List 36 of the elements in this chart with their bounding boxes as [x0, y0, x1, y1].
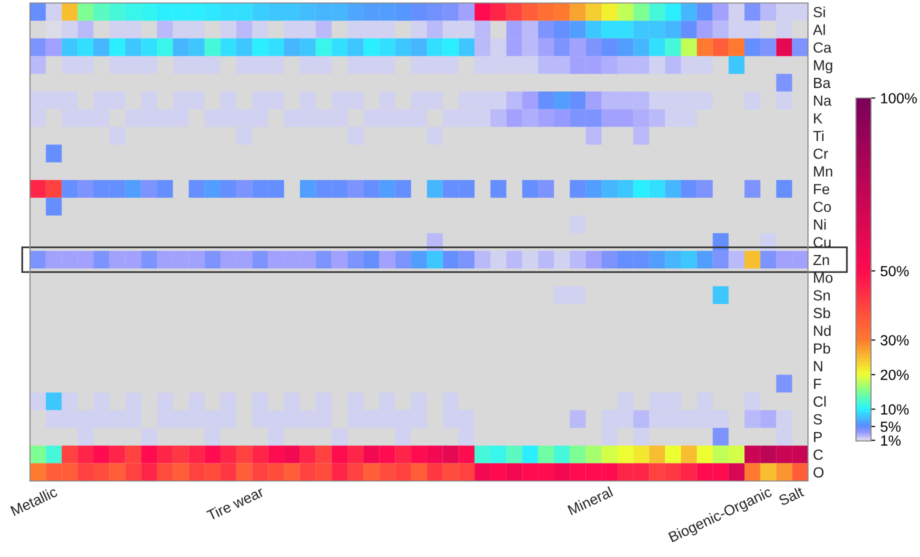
color-bar-label: 5% — [880, 422, 901, 432]
y-tick-label: F — [814, 378, 822, 389]
y-tick-label: Mo — [814, 272, 833, 283]
y-tick-label: Pb — [814, 342, 830, 354]
y-tick-label: N — [814, 361, 822, 372]
y-tick-label: Sn — [814, 290, 830, 301]
color-bar-label: 20% — [880, 370, 909, 380]
y-tick-label: O — [814, 467, 824, 478]
y-tick-label: K — [814, 113, 822, 124]
y-tick-label: Ca — [814, 42, 832, 53]
y-tick-label: Fe — [814, 184, 830, 194]
y-tick-label: Cu — [814, 237, 831, 248]
y-tick-label: Sb — [814, 308, 830, 318]
y-tick-label: Zn — [813, 254, 829, 265]
y-tick-label: Si — [814, 6, 825, 18]
color-bar-label: 30% — [880, 335, 909, 346]
y-tick-label: S — [814, 414, 822, 424]
x-tick-label: Salt — [778, 486, 804, 506]
y-tick-label: Mn — [814, 166, 832, 176]
y-tick-label: Ba — [814, 78, 831, 88]
x-tick-label: Tire wear — [206, 486, 265, 521]
color-bar-label: 1% — [881, 435, 901, 446]
color-bar-label: 50% — [880, 266, 909, 276]
y-tick-label: Mg — [814, 60, 832, 74]
y-tick-label: P — [814, 432, 822, 442]
y-tick-label: Cl — [814, 396, 826, 407]
color-bar-label: 10% — [881, 404, 909, 415]
y-tick-label: Co — [814, 202, 831, 212]
y-tick-label: Ti — [813, 130, 824, 142]
y-tick-label: Ni — [814, 219, 826, 230]
y-tick-label: C — [814, 450, 823, 460]
y-tick-label: Nd — [814, 325, 831, 336]
color-bar-label: 100% — [881, 93, 917, 104]
y-tick-label: Cr — [814, 148, 828, 159]
y-tick-label: Na — [814, 96, 832, 106]
y-tick-label: Al — [812, 24, 825, 35]
